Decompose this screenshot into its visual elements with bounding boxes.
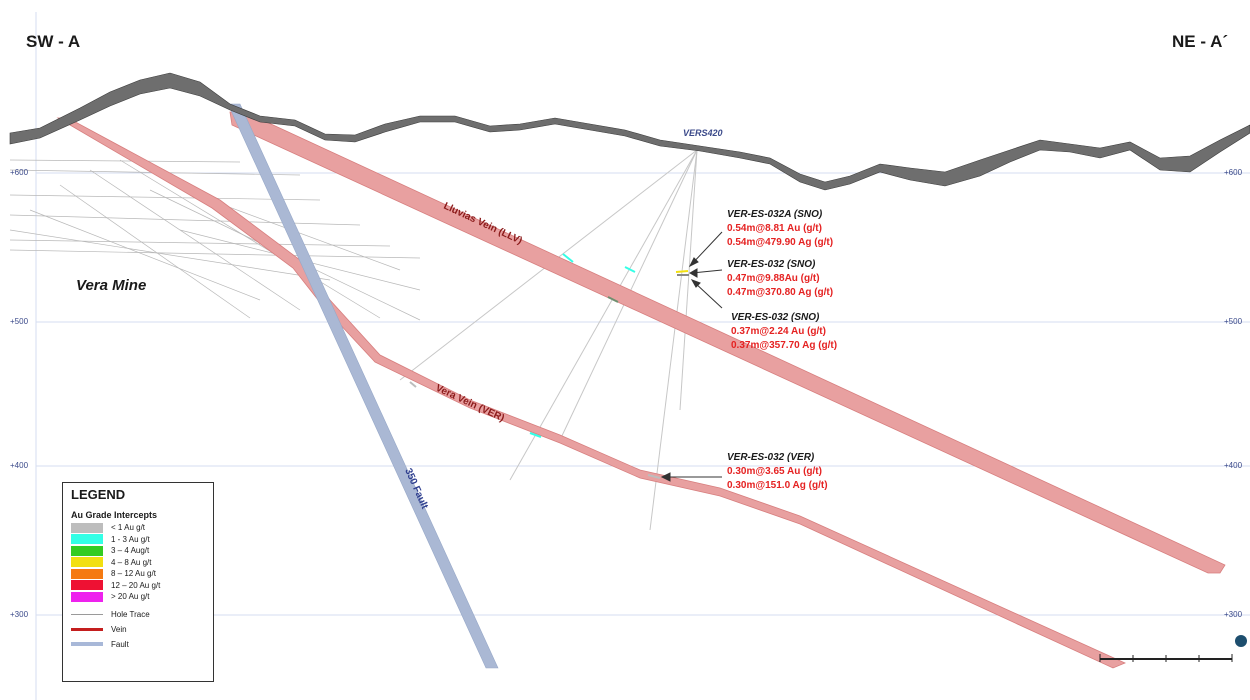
vera-vein-label: Vera Vein (VER)	[434, 383, 506, 424]
legend-line-swatch	[71, 627, 103, 631]
legend-grade-label: 12 – 20 Au g/t	[111, 580, 161, 590]
legend-grade-label: 1 - 3 Au g/t	[111, 534, 150, 544]
elevation-label-left-400: +400	[10, 461, 29, 470]
legend: LEGEND Au Grade Intercepts < 1 Au g/t 1 -…	[62, 482, 214, 682]
legend-grade-item: 3 – 4 Aug/t	[71, 545, 205, 557]
elevation-gridlines	[36, 172, 1250, 616]
legend-line-label: Vein	[111, 624, 127, 634]
intercept-callout: VER-ES-032 (SNO) 0.47m@9.88Au (g/t) 0.47…	[727, 258, 833, 300]
section-start-label: SW - A	[26, 32, 81, 51]
callout-ag-intercept: 0.30m@151.0 Ag (g/t)	[727, 480, 828, 491]
intercept-callout: VER-ES-032 (VER) 0.30m@3.65 Au (g/t) 0.3…	[727, 451, 828, 493]
callout-au-intercept: 0.54m@8.81 Au (g/t)	[727, 223, 822, 234]
callout-hole-id: VER-ES-032 (VER)	[727, 452, 815, 463]
legend-grade-item: > 20 Au g/t	[71, 591, 205, 603]
fault-350	[227, 103, 499, 669]
elevation-label-right-600: +600	[1224, 168, 1243, 177]
callout-au-intercept: 0.30m@3.65 Au (g/t)	[727, 466, 822, 477]
legend-swatch	[71, 557, 103, 568]
legend-line-label: Fault	[111, 639, 129, 649]
callout-ag-intercept: 0.47m@370.80 Ag (g/t)	[727, 287, 834, 298]
scale-bar-ticks	[1099, 654, 1233, 662]
legend-swatch	[71, 545, 103, 556]
legend-grade-label: > 20 Au g/t	[111, 592, 150, 602]
elevation-label-right-300: +300	[1224, 610, 1243, 619]
legend-grade-label: 4 – 8 Au g/t	[111, 557, 152, 567]
intercept-mark	[624, 266, 636, 273]
elevation-label-left-300: +300	[10, 610, 29, 619]
legend-swatch	[71, 580, 103, 591]
elevation-label-left-500: +500	[10, 317, 29, 326]
legend-line-label: Hole Trace	[111, 609, 150, 619]
callout-hole-id: VER-ES-032A (SNO)	[727, 209, 823, 220]
legend-swatch	[71, 568, 103, 579]
callout-hole-id: VER-ES-032 (SNO)	[727, 259, 816, 270]
intercept-marks	[409, 253, 689, 479]
intercept-mark	[409, 381, 417, 388]
hole-trace	[649, 149, 698, 531]
callout-hole-id: VER-ES-032 (SNO)	[731, 312, 820, 323]
intercept-mark	[607, 296, 619, 303]
north-arrow-icon	[1235, 635, 1247, 647]
intercept-mark	[675, 270, 689, 273]
intercept-mark	[647, 474, 661, 479]
intercept-mark	[562, 253, 574, 263]
legend-grade-item: 4 – 8 Au g/t	[71, 557, 205, 569]
vera-mine-label: Vera Mine	[76, 277, 146, 294]
intercept-callout: VER-ES-032A (SNO) 0.54m@8.81 Au (g/t) 0.…	[727, 208, 833, 250]
elevation-label-left-600: +600	[10, 168, 29, 177]
legend-line-list: Hole Trace Vein Fault	[71, 607, 205, 652]
legend-grade-item: < 1 Au g/t	[71, 522, 205, 534]
mine-workings	[9, 159, 421, 321]
legend-line-item: Hole Trace	[71, 607, 205, 622]
legend-line-item: Fault	[71, 637, 205, 652]
legend-grade-item: 1 - 3 Au g/t	[71, 534, 205, 546]
legend-grade-item: 12 – 20 Au g/t	[71, 580, 205, 592]
legend-grade-list: < 1 Au g/t 1 - 3 Au g/t 3 – 4 Aug/t 4 – 8 A…	[71, 522, 205, 603]
legend-grade-label: 3 – 4 Aug/t	[111, 546, 150, 556]
legend-line-swatch	[71, 613, 103, 615]
intercept-callout: VER-ES-032 (SNO) 0.37m@2.24 Au (g/t) 0.3…	[731, 311, 837, 353]
legend-grade-label: < 1 Au g/t	[111, 523, 146, 533]
hole-trace	[509, 149, 698, 481]
intercept-mark	[529, 432, 542, 438]
callout-au-intercept: 0.37m@2.24 Au (g/t)	[731, 326, 826, 337]
legend-swatch	[71, 591, 103, 602]
topography	[9, 72, 1250, 191]
legend-subtitle: Au Grade Intercepts	[71, 510, 158, 520]
legend-grade-label: 8 – 12 Au g/t	[111, 569, 156, 579]
callout-ag-intercept: 0.54m@479.90 Ag (g/t)	[727, 237, 834, 248]
legend-swatch	[71, 534, 103, 545]
vera-vein	[56, 117, 1127, 669]
legend-line-item: Vein	[71, 622, 205, 637]
lluvias-vein	[229, 111, 1226, 574]
drillhole-label: VERS420	[683, 128, 723, 138]
legend-swatch	[71, 522, 103, 533]
elevation-label-right-400: +400	[1224, 461, 1243, 470]
hole-trace	[679, 149, 698, 411]
legend-line-swatch	[71, 642, 103, 646]
callout-ag-intercept: 0.37m@357.70 Ag (g/t)	[731, 340, 838, 351]
callout-au-intercept: 0.47m@9.88Au (g/t)	[727, 273, 820, 284]
elevation-label-right-500: +500	[1224, 317, 1243, 326]
section-end-label: NE - A´	[1172, 32, 1229, 51]
callout-arrows	[660, 231, 723, 482]
legend-title: LEGEND	[71, 487, 126, 502]
legend-grade-item: 8 – 12 Au g/t	[71, 568, 205, 580]
